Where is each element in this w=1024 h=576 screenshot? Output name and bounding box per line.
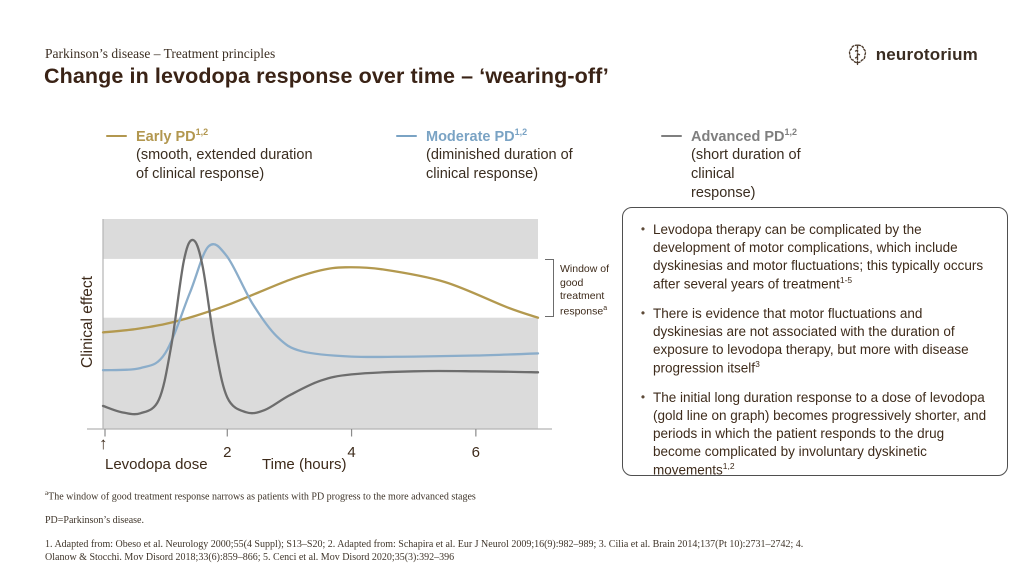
brain-icon — [848, 44, 866, 66]
legend-line-moderate-icon — [396, 135, 417, 138]
legend-desc-moderate: (diminished duration of clinical respons… — [426, 146, 573, 182]
svg-text:6: 6 — [472, 444, 480, 461]
brand-name: neurotorium — [875, 44, 978, 64]
levodopa-response-chart: 2 4 6 — [87, 219, 552, 461]
svg-text:4: 4 — [347, 444, 355, 461]
dose-label: Levodopa dose — [105, 456, 208, 473]
page-title: Change in levodopa response over time – … — [44, 64, 609, 88]
bullet-marker-icon: • — [640, 222, 646, 236]
brand-logo: neurotorium — [845, 42, 978, 67]
y-axis-label: Clinical effect — [79, 276, 96, 368]
legend-label-early: Early PD1,2 — [136, 127, 209, 145]
footnote-abbreviation: PD=Parkinson’s disease. — [45, 515, 144, 526]
legend-line-early-icon — [106, 135, 127, 138]
legend-item-advanced-pd: Advanced PD1,2 (short duration of clinic… — [661, 127, 801, 202]
bullet-motor-complications: • Levodopa therapy can be complicated by… — [633, 221, 995, 294]
breadcrumb: Parkinson’s disease – Treatment principl… — [45, 46, 276, 61]
key-points-box: • Levodopa therapy can be complicated by… — [622, 207, 1008, 477]
legend-line-advanced-icon — [661, 135, 682, 138]
bullet-marker-icon: • — [640, 305, 646, 320]
legend-item-moderate-pd: Moderate PD1,2 (diminished duration of c… — [396, 127, 576, 184]
svg-text:2: 2 — [223, 444, 231, 461]
legend-desc-advanced: (short duration of clinical response) — [691, 146, 801, 201]
bullet-long-duration-response: • The initial long duration response to … — [633, 389, 995, 480]
legend-label-moderate: Moderate PD1,2 — [426, 127, 528, 145]
legend-desc-early: (smooth, extended duration of clinical r… — [136, 146, 313, 182]
footnote-references: 1. Adapted from: Obeso et al. Neurology … — [45, 539, 804, 564]
legend-item-early-pd: Early PD1,2 (smooth, extended duration o… — [106, 127, 328, 184]
bullet-disease-progression: • There is evidence that motor fluctuati… — [633, 305, 995, 378]
bullet-marker-icon: • — [640, 389, 646, 404]
window-label: Window of good treatment responsea — [560, 262, 610, 318]
footnote-a: aThe window of good treatment response n… — [45, 489, 476, 503]
window-bracket — [545, 258, 554, 317]
legend-label-advanced: Advanced PD1,2 — [691, 127, 797, 145]
dose-arrow-icon: ↑ — [99, 434, 108, 453]
x-axis-label: Time (hours) — [262, 456, 347, 473]
